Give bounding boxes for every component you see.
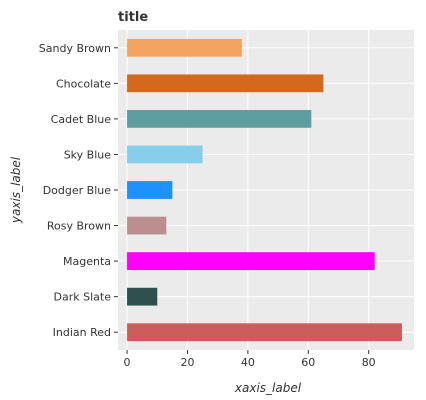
bar-sandy-brown — [127, 38, 242, 57]
x-tick-label: 20 — [180, 356, 194, 369]
bar-cadet-blue — [127, 110, 312, 128]
chart-title: title — [118, 10, 148, 25]
y-tick-label: Magenta — [63, 255, 111, 268]
y-tick-label: Dodger Blue — [43, 184, 112, 197]
bar-dodger-blue — [127, 181, 173, 199]
bar-magenta — [127, 252, 375, 270]
y-tick-label: Chocolate — [56, 77, 111, 90]
y-tick-label: Cadet Blue — [51, 113, 112, 126]
x-axis-ticks: 0 20 40 60 80 — [124, 350, 376, 369]
y-axis-ticks: Indian Red Dark Slate Magenta Rosy Brown Dod… — [39, 42, 118, 339]
bar-dark-slate — [127, 287, 158, 306]
bar-sky-blue — [127, 145, 203, 164]
y-axis-label: yaxis_label — [9, 156, 23, 224]
y-tick-label: Rosy Brown — [47, 220, 111, 233]
x-axis-label: xaxis_label — [234, 381, 302, 395]
bar-indian-red — [127, 323, 402, 342]
y-tick-label: Dark Slate — [54, 291, 112, 304]
x-tick-label: 60 — [301, 356, 315, 369]
y-tick-label: Sandy Brown — [39, 42, 111, 55]
bar-chocolate — [127, 74, 324, 93]
x-tick-label: 40 — [241, 356, 255, 369]
y-tick-label: Sky Blue — [64, 148, 112, 161]
bar-rosy-brown — [127, 216, 167, 235]
x-tick-label: 80 — [362, 356, 376, 369]
x-tick-label: 0 — [124, 356, 131, 369]
bars — [127, 38, 402, 342]
y-tick-label: Indian Red — [53, 326, 111, 339]
